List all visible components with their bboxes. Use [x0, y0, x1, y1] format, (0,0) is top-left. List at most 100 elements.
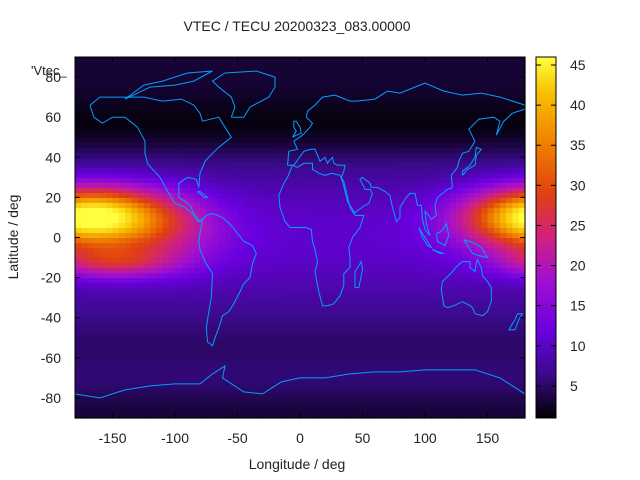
heatmap-cell [450, 72, 457, 78]
heatmap-cell [93, 182, 101, 188]
heatmap-cell [268, 222, 276, 229]
heatmap-cell [193, 302, 201, 309]
heatmap-cell [481, 312, 489, 319]
heatmap-cell [243, 207, 251, 214]
heatmap-cell [450, 382, 457, 389]
heatmap-cell [331, 292, 339, 299]
heatmap-cell [331, 217, 339, 224]
heatmap-cell [275, 257, 282, 264]
heatmap-cell [287, 222, 295, 229]
heatmap-cell [300, 157, 307, 163]
heatmap-cell [375, 297, 382, 304]
heatmap-cell [362, 77, 370, 83]
heatmap-cell [87, 232, 95, 239]
heatmap-cell [106, 237, 114, 244]
heatmap-cell [412, 237, 420, 244]
heatmap-cell [406, 217, 414, 224]
heatmap-cell [481, 137, 489, 143]
heatmap-cell [212, 87, 220, 93]
heatmap-cell [137, 187, 145, 193]
heatmap-cell [450, 322, 457, 329]
heatmap-cell [168, 202, 176, 209]
heatmap-cell [412, 162, 420, 168]
heatmap-cell [381, 397, 389, 404]
heatmap-cell [462, 302, 470, 309]
heatmap-cell [331, 72, 339, 78]
heatmap-cell [300, 292, 307, 299]
heatmap-cell [350, 307, 357, 314]
heatmap-cell [425, 392, 432, 399]
heatmap-cell [450, 327, 457, 334]
heatmap-cell [425, 282, 432, 289]
heatmap-cell [193, 82, 201, 88]
heatmap-cell [162, 282, 170, 289]
heatmap-cell [281, 102, 289, 108]
heatmap-cell [393, 117, 401, 123]
heatmap-cell [337, 262, 345, 269]
heatmap-cell [375, 92, 382, 98]
heatmap-cell [293, 217, 301, 224]
heatmap-cell [275, 287, 282, 294]
heatmap-cell [212, 152, 220, 158]
heatmap-cell [425, 242, 432, 249]
heatmap-cell [287, 397, 295, 404]
heatmap-cell [462, 82, 470, 88]
heatmap-cell [468, 337, 476, 344]
heatmap-cell [243, 397, 251, 404]
heatmap-cell [475, 357, 482, 364]
heatmap-cell [400, 392, 407, 399]
heatmap-cell [500, 352, 507, 359]
heatmap-cell [243, 212, 251, 219]
heatmap-cell [93, 157, 101, 163]
heatmap-cell [187, 242, 195, 249]
heatmap-cell [506, 267, 514, 274]
heatmap-cell [356, 142, 364, 148]
heatmap-cell [306, 237, 314, 244]
heatmap-cell [231, 192, 239, 198]
heatmap-cell [143, 267, 151, 274]
heatmap-cell [468, 247, 476, 254]
heatmap-cell [181, 252, 189, 259]
heatmap-cell [256, 177, 264, 183]
heatmap-cell [268, 112, 276, 118]
heatmap-cell [381, 322, 389, 329]
heatmap-cell [487, 72, 495, 78]
heatmap-cell [81, 102, 89, 108]
heatmap-cell [256, 127, 264, 133]
heatmap-cell [406, 222, 414, 229]
heatmap-cell [93, 327, 101, 334]
heatmap-cell [375, 122, 382, 128]
heatmap-cell [468, 172, 476, 178]
heatmap-cell [287, 407, 295, 414]
heatmap-cell [87, 132, 95, 138]
heatmap-cell [250, 207, 257, 214]
heatmap-cell [87, 182, 95, 188]
heatmap-cell [218, 377, 226, 384]
heatmap-cell [225, 107, 232, 113]
heatmap-cell [406, 297, 414, 304]
heatmap-cell [456, 112, 464, 118]
heatmap-cell [368, 212, 376, 219]
heatmap-cell [262, 92, 270, 98]
heatmap-cell [475, 82, 482, 88]
heatmap-cell [431, 337, 439, 344]
heatmap-cell [500, 97, 507, 103]
heatmap-cell [112, 337, 120, 344]
heatmap-cell [125, 317, 132, 324]
heatmap-cell [262, 177, 270, 183]
heatmap-cell [493, 412, 501, 419]
heatmap-cell [256, 257, 264, 264]
heatmap-cell [356, 402, 364, 409]
heatmap-cell [381, 67, 389, 73]
heatmap-cell [293, 112, 301, 118]
heatmap-cell [287, 317, 295, 324]
heatmap-cell [431, 242, 439, 249]
heatmap-cell [181, 102, 189, 108]
heatmap-cell [325, 117, 332, 123]
heatmap-cell [112, 372, 120, 379]
heatmap-cell [156, 342, 164, 349]
heatmap-cell [312, 257, 320, 264]
heatmap-cell [443, 152, 451, 158]
heatmap-cell [181, 407, 189, 414]
heatmap-cell [418, 167, 426, 173]
